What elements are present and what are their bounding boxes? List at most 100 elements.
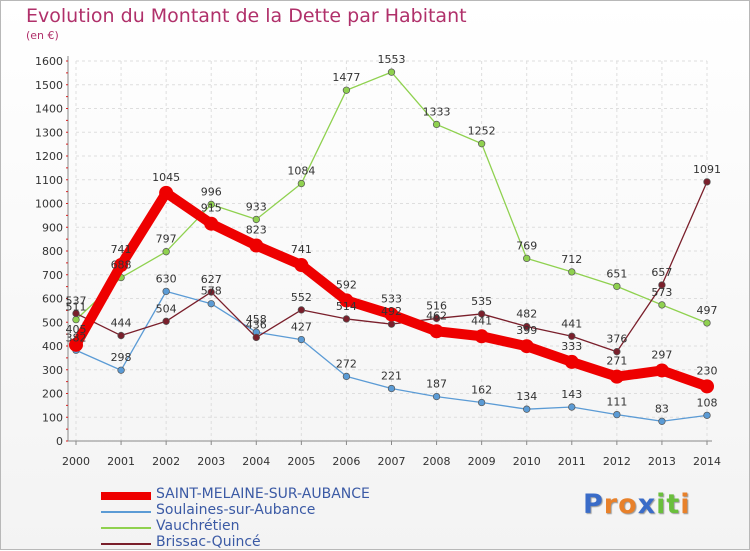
data-point bbox=[207, 200, 215, 209]
data-point bbox=[658, 417, 666, 425]
data-point bbox=[568, 268, 576, 276]
data-label: 497 bbox=[697, 304, 718, 317]
logo-letter: o bbox=[618, 489, 638, 520]
data-point bbox=[613, 282, 621, 291]
data-point bbox=[117, 331, 125, 340]
data-label: 651 bbox=[606, 267, 627, 280]
data-label: 769 bbox=[516, 239, 537, 252]
data-point bbox=[297, 335, 306, 344]
data-label: 1084 bbox=[287, 165, 315, 178]
data-label: 511 bbox=[66, 301, 87, 314]
data-label: 482 bbox=[516, 308, 537, 321]
data-point bbox=[114, 258, 129, 273]
series-layer bbox=[69, 68, 714, 425]
data-point bbox=[477, 398, 486, 407]
x-tick-label: 2004 bbox=[242, 455, 270, 468]
y-tick-label: 300 bbox=[42, 364, 63, 377]
legend-label: Soulaines-sur-Aubance bbox=[156, 502, 316, 518]
data-point bbox=[249, 238, 264, 253]
data-point bbox=[162, 248, 170, 256]
legend-swatch bbox=[101, 527, 151, 529]
y-tick-label: 1500 bbox=[35, 79, 63, 92]
data-point bbox=[342, 372, 351, 381]
data-point bbox=[700, 379, 714, 394]
data-label: 933 bbox=[246, 200, 267, 213]
data-label: 514 bbox=[336, 300, 357, 313]
y-tick-label: 800 bbox=[42, 245, 63, 258]
data-label: 382 bbox=[66, 331, 87, 344]
legend-swatch bbox=[101, 492, 151, 500]
data-label: 444 bbox=[111, 317, 132, 330]
legend-label: Brissac-Quincé bbox=[156, 534, 261, 550]
data-label: 83 bbox=[655, 402, 669, 415]
data-label: 552 bbox=[291, 291, 312, 304]
y-tick-label: 1100 bbox=[35, 174, 63, 187]
data-label: 1045 bbox=[152, 171, 180, 184]
y-tick-label: 1400 bbox=[35, 103, 63, 116]
data-label: 187 bbox=[426, 378, 447, 391]
data-label: 797 bbox=[156, 233, 177, 246]
axis-layer: 0 100 200 300 400 500 600 700 800 900 1000 1100 1200… bbox=[35, 55, 721, 468]
data-point bbox=[387, 384, 396, 393]
data-point bbox=[432, 392, 441, 401]
data-point bbox=[523, 322, 531, 331]
data-label: 996 bbox=[201, 185, 222, 198]
data-label: 333 bbox=[561, 340, 582, 353]
data-point bbox=[384, 307, 399, 322]
legend-swatch bbox=[101, 511, 151, 513]
x-tick-label: 2013 bbox=[648, 455, 676, 468]
y-tick-label: 0 bbox=[56, 435, 63, 448]
data-label: 230 bbox=[697, 364, 718, 377]
data-label: 592 bbox=[336, 278, 357, 291]
data-point bbox=[207, 300, 215, 308]
data-point bbox=[519, 339, 534, 354]
data-point bbox=[613, 410, 621, 419]
y-tick-label: 100 bbox=[42, 411, 63, 424]
x-tick-label: 2010 bbox=[513, 455, 541, 468]
data-point bbox=[609, 369, 624, 384]
x-tick-label: 2009 bbox=[468, 455, 496, 468]
data-label: 427 bbox=[291, 321, 312, 334]
data-label: 1477 bbox=[332, 71, 360, 84]
data-point bbox=[297, 179, 306, 188]
data-label: 441 bbox=[471, 314, 492, 327]
data-point bbox=[297, 306, 306, 314]
data-point bbox=[432, 120, 441, 129]
data-label: 399 bbox=[516, 324, 537, 337]
data-point bbox=[387, 320, 396, 328]
data-label: 573 bbox=[651, 286, 672, 299]
data-label: 436 bbox=[246, 318, 267, 331]
data-point bbox=[477, 139, 486, 148]
x-tick-label: 2006 bbox=[332, 455, 360, 468]
y-tick-label: 1200 bbox=[35, 150, 63, 163]
logo-letter: i bbox=[680, 489, 691, 520]
data-label: 533 bbox=[381, 292, 402, 305]
y-tick-label: 700 bbox=[42, 269, 63, 282]
data-label: 578 bbox=[201, 285, 222, 298]
data-label: 405 bbox=[66, 323, 87, 336]
data-label: 688 bbox=[111, 259, 132, 272]
data-label: 504 bbox=[156, 302, 177, 315]
y-tick-label: 1600 bbox=[35, 55, 63, 68]
chart-title: Evolution du Montant de la Dette par Hab… bbox=[26, 5, 467, 27]
x-tick-label: 2014 bbox=[693, 455, 721, 468]
y-tick-label: 900 bbox=[42, 221, 63, 234]
data-point bbox=[658, 281, 666, 289]
label-layer: 382 298 630 578 458 427 272 221 187 162 134 143 111 8… bbox=[66, 53, 722, 415]
data-label: 221 bbox=[381, 370, 402, 383]
data-point bbox=[568, 403, 576, 411]
y-tick-label: 200 bbox=[42, 388, 63, 401]
data-point bbox=[339, 293, 354, 308]
data-point bbox=[387, 68, 396, 76]
data-label: 298 bbox=[111, 351, 132, 364]
data-label: 741 bbox=[111, 243, 132, 256]
data-point bbox=[703, 178, 711, 186]
x-tick-label: 2003 bbox=[197, 455, 225, 468]
proxiti-logo: Proxiti bbox=[583, 489, 691, 520]
x-tick-label: 2011 bbox=[558, 455, 586, 468]
data-point bbox=[477, 310, 486, 318]
y-tick-label: 400 bbox=[42, 340, 63, 353]
data-point bbox=[564, 354, 579, 369]
data-label: 1553 bbox=[378, 53, 406, 66]
data-label: 657 bbox=[651, 266, 672, 279]
